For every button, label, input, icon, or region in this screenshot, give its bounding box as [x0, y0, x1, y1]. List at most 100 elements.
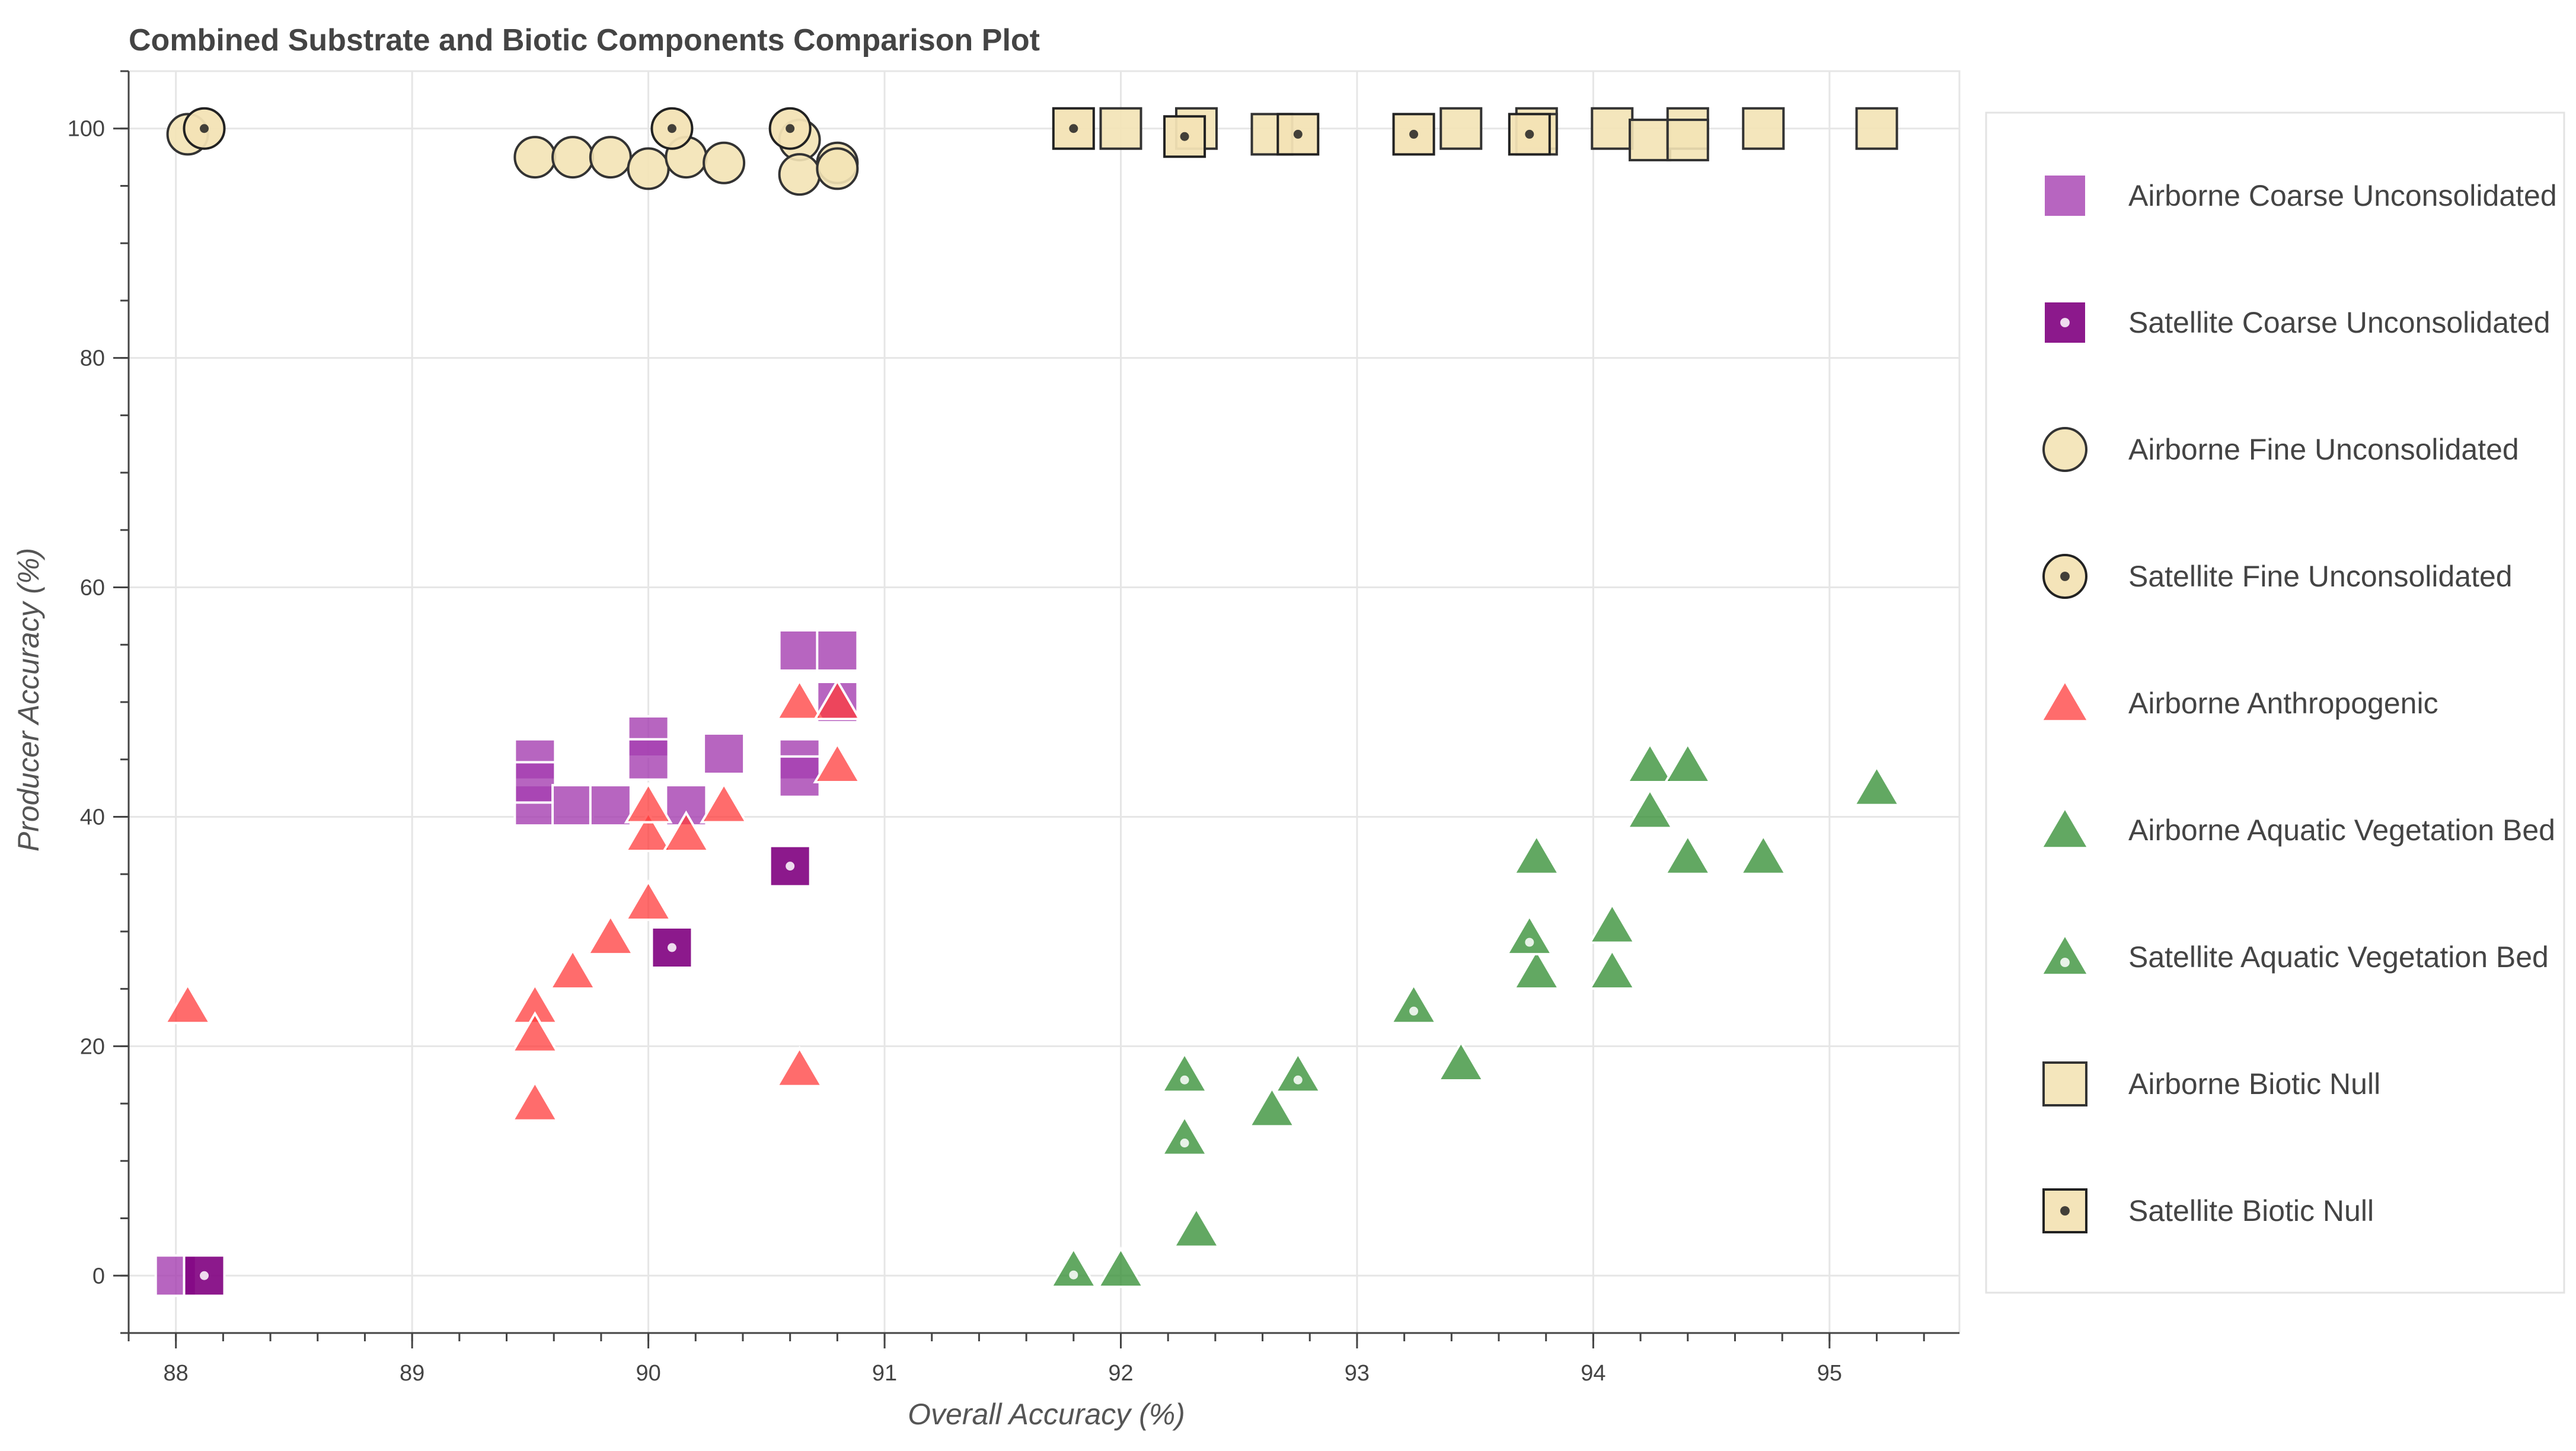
data-point-airborne-anthropogenic-shape: [624, 782, 673, 824]
data-point-airborne-coarse-unconsolidated-shape: [778, 755, 821, 798]
legend-item-airborne-aquatic-vegetation-bed[interactable]: Airborne Aquatic Vegetation Bed: [2039, 805, 2555, 850]
data-point-airborne-fine-unconsolidated-shape: [627, 147, 670, 190]
data-point-satellite-aquatic-vegetation-bed: [1505, 913, 1554, 956]
data-point-airborne-fine-unconsolidated: [778, 153, 821, 196]
data-point-airborne-anthropogenic: [510, 1080, 560, 1122]
data-point-airborne-aquatic-vegetation-bed-shape: [1172, 1206, 1221, 1248]
series-satellite-biotic-null: [1052, 107, 1551, 158]
data-point-airborne-anthropogenic-shape: [775, 678, 824, 720]
legend-marker-airborne-aquatic-vegetation-bed-shape: [2039, 805, 2091, 850]
legend-label: Airborne Anthropogenic: [2128, 687, 2438, 720]
data-point-airborne-anthropogenic: [624, 782, 673, 824]
series-satellite-aquatic-vegetation-bed: [1049, 913, 1554, 1289]
legend-item-airborne-coarse-unconsolidated[interactable]: Airborne Coarse Unconsolidated: [2042, 173, 2557, 218]
legend-label: Airborne Biotic Null: [2128, 1067, 2380, 1101]
y-tick-label: 100: [68, 117, 105, 142]
legend-marker-airborne-coarse-unconsolidated-shape: [2042, 173, 2087, 218]
legend-item-satellite-biotic-null[interactable]: Satellite Biotic Null: [2042, 1188, 2374, 1233]
data-point-satellite-aquatic-vegetation-bed: [1049, 1246, 1098, 1289]
data-point-airborne-biotic-null: [1855, 107, 1898, 150]
legend-label: Satellite Coarse Unconsolidated: [2128, 306, 2551, 339]
legend-item-airborne-fine-unconsolidated[interactable]: Airborne Fine Unconsolidated: [2042, 427, 2519, 472]
legend-marker-airborne-coarse-unconsolidated: [2042, 173, 2087, 218]
data-point-airborne-aquatic-vegetation-bed-shape: [1626, 741, 1674, 783]
data-point-airborne-anthropogenic: [586, 913, 635, 956]
data-point-satellite-biotic-null: [1163, 115, 1206, 158]
data-point-airborne-anthropogenic: [813, 741, 862, 783]
data-point-airborne-aquatic-vegetation-bed-shape: [1512, 948, 1561, 990]
data-point-airborne-anthropogenic-shape: [662, 810, 711, 853]
legend-marker-satellite-coarse-unconsolidated: [2042, 300, 2087, 345]
data-point-airborne-aquatic-vegetation-bed-shape: [1247, 1086, 1297, 1128]
legend-item-satellite-coarse-unconsolidated[interactable]: Satellite Coarse Unconsolidated: [2042, 300, 2551, 345]
data-point-airborne-anthropogenic-shape: [586, 913, 635, 956]
x-tick-label: 94: [1581, 1361, 1605, 1386]
y-axis-label: Producer Accuracy (%): [12, 548, 45, 852]
data-point-airborne-aquatic-vegetation-bed: [1247, 1086, 1297, 1128]
series-satellite-coarse-unconsolidated: [183, 844, 812, 1297]
data-point-airborne-fine-unconsolidated: [513, 136, 557, 179]
grid-layer: [127, 70, 1961, 1334]
data-point-airborne-fine-unconsolidated-shape: [513, 136, 557, 179]
legend-item-satellite-aquatic-vegetation-bed[interactable]: Satellite Aquatic Vegetation Bed: [2039, 932, 2549, 977]
data-point-satellite-aquatic-vegetation-bed-dot: [1409, 1006, 1419, 1016]
series-airborne-coarse-unconsolidated: [154, 629, 859, 1297]
data-point-airborne-biotic-null-shape: [1629, 119, 1672, 162]
marks-layer: [154, 107, 1901, 1297]
data-point-airborne-coarse-unconsolidated-shape: [627, 738, 670, 781]
legend-marker-airborne-anthropogenic: [2039, 678, 2091, 723]
data-point-airborne-aquatic-vegetation-bed-shape: [1437, 1039, 1486, 1082]
data-point-airborne-anthropogenic-shape: [775, 1045, 824, 1088]
data-point-satellite-biotic-null: [1052, 107, 1095, 150]
data-point-airborne-fine-unconsolidated-shape: [778, 153, 821, 196]
data-point-airborne-coarse-unconsolidated: [778, 755, 821, 798]
data-point-airborne-anthropogenic: [662, 810, 711, 853]
data-point-airborne-coarse-unconsolidated: [627, 738, 670, 781]
legend-item-satellite-fine-unconsolidated[interactable]: Satellite Fine Unconsolidated: [2042, 554, 2513, 599]
data-point-satellite-aquatic-vegetation-bed-shape: [1505, 913, 1554, 956]
legend-item-airborne-biotic-null[interactable]: Airborne Biotic Null: [2042, 1061, 2380, 1106]
data-point-airborne-anthropogenic: [163, 982, 212, 1025]
data-point-airborne-aquatic-vegetation-bed-shape: [1512, 833, 1561, 875]
data-point-satellite-coarse-unconsolidated-dot: [786, 862, 795, 871]
legend-marker-airborne-fine-unconsolidated: [2042, 427, 2087, 472]
data-point-airborne-fine-unconsolidated: [703, 141, 746, 184]
data-point-satellite-aquatic-vegetation-bed: [1389, 982, 1438, 1025]
data-point-airborne-biotic-null-shape: [1742, 107, 1785, 150]
legend-marker-satellite-aquatic-vegetation-bed: [2039, 932, 2091, 977]
legend-item-airborne-anthropogenic[interactable]: Airborne Anthropogenic: [2039, 678, 2438, 723]
data-point-airborne-anthropogenic-shape: [163, 982, 212, 1025]
data-point-airborne-aquatic-vegetation-bed-shape: [1096, 1246, 1145, 1289]
data-point-airborne-anthropogenic-shape: [813, 678, 862, 720]
data-point-airborne-aquatic-vegetation-bed: [1739, 833, 1788, 875]
x-tick-label: 88: [164, 1361, 189, 1386]
legend-marker-satellite-aquatic-vegetation-bed-dot: [2060, 958, 2070, 967]
legend-marker-satellite-biotic-null: [2042, 1188, 2087, 1233]
data-point-airborne-anthropogenic-shape: [548, 948, 598, 990]
legend-label: Airborne Coarse Unconsolidated: [2128, 179, 2557, 212]
data-point-airborne-aquatic-vegetation-bed: [1588, 902, 1637, 944]
y-tick-label: 60: [80, 576, 105, 601]
data-point-airborne-aquatic-vegetation-bed: [1663, 833, 1712, 875]
data-point-airborne-aquatic-vegetation-bed: [1096, 1246, 1145, 1289]
legend: Airborne Coarse Unconsolidated Satellite …: [1985, 111, 2565, 1294]
data-point-airborne-aquatic-vegetation-bed: [1663, 741, 1712, 783]
data-point-satellite-aquatic-vegetation-bed: [1160, 1114, 1209, 1156]
data-point-satellite-aquatic-vegetation-bed: [1273, 1051, 1323, 1093]
data-point-airborne-anthropogenic-shape: [813, 741, 862, 783]
data-point-airborne-anthropogenic-shape: [510, 1080, 560, 1122]
data-point-airborne-aquatic-vegetation-bed: [1852, 764, 1901, 806]
data-point-airborne-aquatic-vegetation-bed: [1512, 948, 1561, 990]
data-point-airborne-aquatic-vegetation-bed-shape: [1852, 764, 1901, 806]
data-point-satellite-biotic-null-dot: [1525, 129, 1534, 139]
data-point-airborne-anthropogenic: [775, 1045, 824, 1088]
data-point-airborne-fine-unconsolidated: [551, 136, 595, 179]
y-tick-label: 20: [80, 1034, 105, 1059]
data-point-airborne-aquatic-vegetation-bed-shape: [1663, 741, 1712, 783]
data-point-airborne-fine-unconsolidated: [627, 147, 670, 190]
data-point-satellite-fine-unconsolidated: [650, 107, 694, 150]
data-point-airborne-coarse-unconsolidated-shape: [778, 629, 821, 672]
data-point-airborne-biotic-null-shape: [1099, 107, 1142, 150]
series-airborne-aquatic-vegetation-bed: [1096, 741, 1901, 1289]
